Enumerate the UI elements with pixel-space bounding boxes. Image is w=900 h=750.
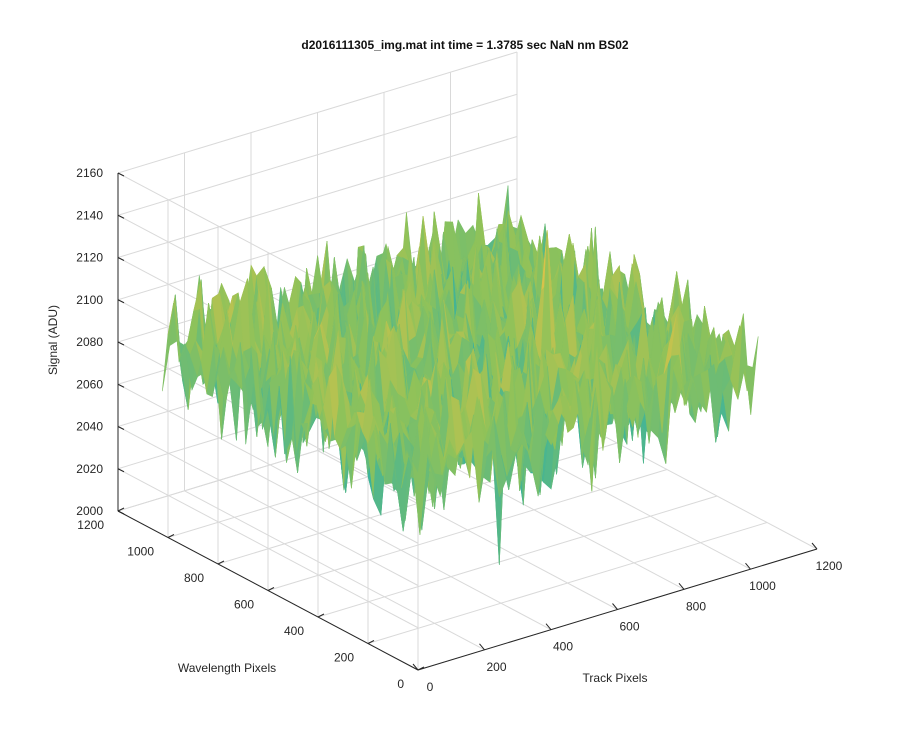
z-tick-mark [117,510,125,515]
x-tick-label: 200 [486,660,506,674]
z-tick-mark [117,383,125,388]
back-wall-grid-line [117,51,518,174]
y-tick-mark [167,534,175,538]
y-tick-mark [267,587,275,591]
z-tick-mark [117,468,125,473]
x-tick-label: 600 [619,620,639,634]
y-tick-label: 1000 [127,545,154,559]
surface-patch [744,336,759,415]
y-tick-label: 200 [334,651,354,665]
z-tick-mark [117,341,125,346]
x-tick-mark [545,623,552,630]
x-tick-label: 800 [686,599,706,613]
x-tick-mark [612,603,618,610]
z-tick-label: 2100 [76,293,103,307]
z-tick-mark [117,426,125,430]
x-tick-label: 1000 [749,579,776,593]
floor-grid-line [267,469,668,591]
y-tick-label: 0 [397,677,404,691]
z-tick-mark [117,257,125,261]
y-tick-mark [417,666,425,671]
floor-grid-line [317,495,718,618]
z-tick-label: 2040 [76,420,103,434]
y-tick-label: 400 [284,624,304,638]
back-wall-grid-line [117,178,518,301]
z-tick-label: 2020 [76,462,103,476]
x-tick-mark [745,562,751,570]
axes [117,172,818,671]
back-wall-grid-line [117,136,518,258]
x-tick-mark [811,542,818,550]
z-axis-label: Signal (ADU) [46,305,60,375]
y-tick-label: 600 [234,598,254,612]
y-tick-mark [367,640,375,644]
z-tick-label: 2160 [76,166,103,180]
side-wall-grid-line [117,383,419,544]
y-tick-mark [117,507,125,512]
back-wall-grid-line [117,93,518,216]
z-tick-mark [117,172,125,177]
side-wall-grid-line [117,426,419,586]
z-tick-label: 2000 [76,504,103,518]
side-wall-grid-line [117,468,419,629]
y-tick-mark [317,613,325,618]
tick-labels: 0 200 400 600 800 1000 1200 0 200 400 600 800 1000 12… [76,166,842,694]
z-tick-mark [117,214,125,219]
z-tick-label: 2080 [76,335,103,349]
x-axis-label: Track Pixels [583,671,648,685]
z-tick-label: 2140 [76,208,103,222]
x-tick-label: 0 [427,680,434,694]
z-tick-label: 2120 [76,251,103,265]
x-tick-mark [479,643,485,651]
signal-surface [162,185,759,565]
z-tick-mark [117,299,125,304]
x-tick-mark [678,583,685,590]
chart-title: d2016111305_img.mat int time = 1.3785 se… [301,38,629,52]
y-tick-label: 800 [184,571,204,585]
z-tick-label: 2060 [76,377,103,391]
y-tick-label: 1200 [77,518,104,532]
x-tick-mark [412,663,419,671]
y-axis-label: Wavelength Pixels [178,661,276,675]
floor-grid-line [367,522,768,644]
x-tick-label: 400 [553,640,573,654]
x-tick-label: 1200 [816,559,843,573]
y-tick-mark [217,560,225,565]
